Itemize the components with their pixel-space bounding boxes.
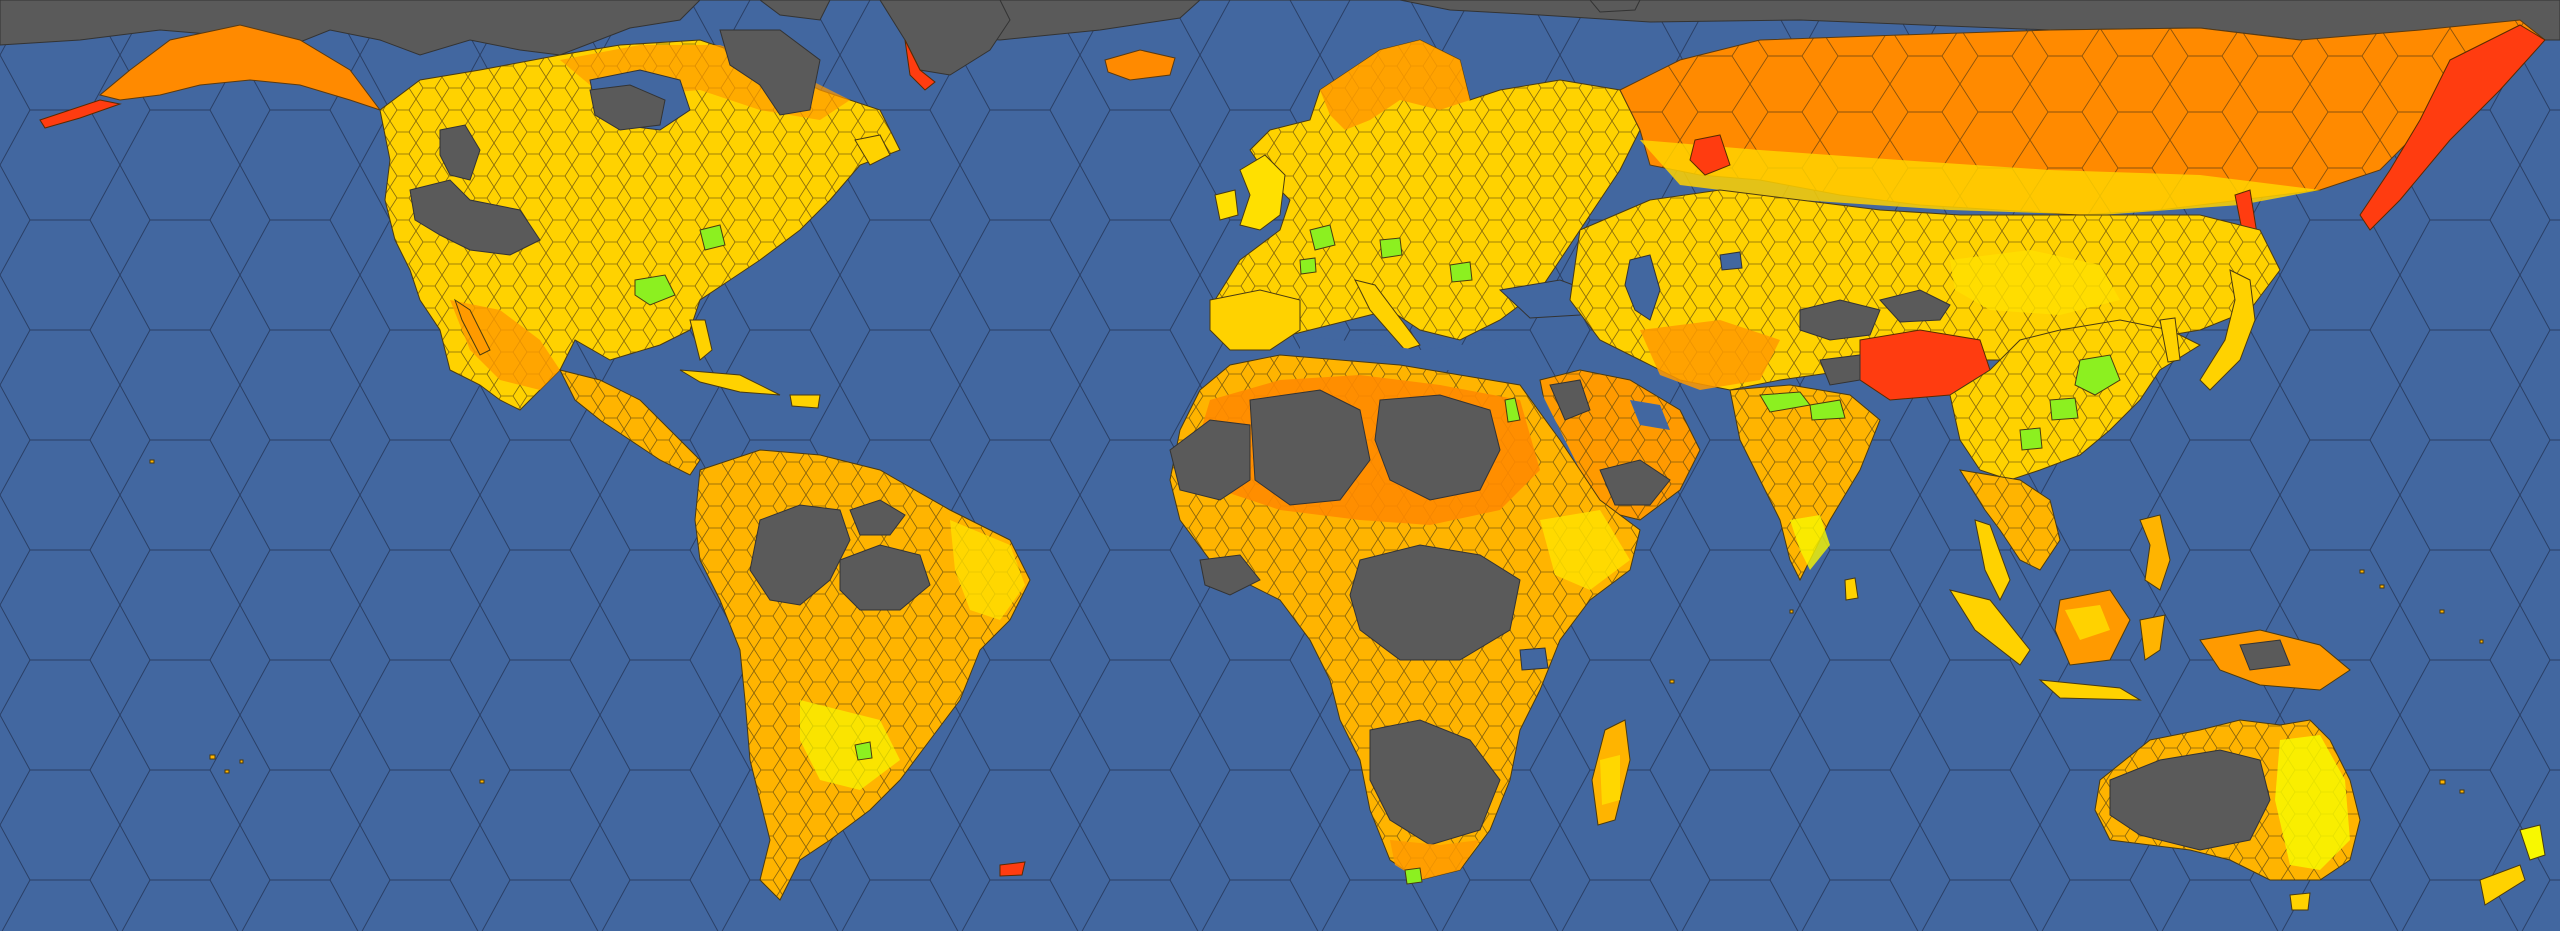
gobi-wasteland [1879, 289, 1951, 323]
uruguay-green [854, 741, 873, 761]
newfoundland [854, 134, 891, 166]
ethiopia-yellow [1540, 510, 1630, 590]
tibet-gray [1819, 354, 1861, 386]
florida [689, 319, 713, 361]
central-america-texture [560, 370, 700, 475]
sumatra [1948, 589, 2031, 666]
cuba [679, 369, 781, 396]
svalbard-islands [1589, 0, 1641, 13]
baffin-wasteland [719, 29, 821, 116]
europe-texture [1210, 40, 1640, 345]
china-green [2019, 354, 2121, 451]
mongolia [1950, 250, 2120, 315]
europe-green-patches [1299, 224, 1473, 283]
iceland[interactable] [1104, 49, 1176, 81]
mexico-orange [450, 300, 560, 390]
japan[interactable] [2199, 269, 2256, 391]
sahara-central-wasteland [1249, 389, 1371, 506]
philippines [2139, 514, 2171, 591]
sahara-west-wasteland [1169, 419, 1251, 501]
kalahari-wasteland [1369, 719, 1501, 846]
borneo-yellow [2065, 605, 2110, 640]
persian-gulf [1630, 400, 1670, 430]
siberia-red [1689, 134, 1731, 176]
british-isles[interactable] [1239, 154, 1286, 231]
us-west-wasteland [409, 179, 541, 256]
sahara-east-wasteland [1374, 394, 1501, 501]
madagascar-yellow [1600, 755, 1620, 805]
alaska[interactable] [98, 24, 382, 111]
scandinavia-orange [1320, 40, 1470, 130]
quebec-wasteland [589, 84, 666, 131]
brazil-east-yellow [950, 520, 1025, 620]
rub-al-khali [1599, 459, 1671, 506]
ireland [1214, 189, 1239, 221]
falklands [999, 861, 1026, 877]
india-texture [1730, 385, 1880, 580]
aral-sea [1719, 251, 1743, 271]
hispaniola [789, 394, 821, 409]
italy [1354, 279, 1421, 351]
cape-green [1404, 867, 1423, 885]
greenland-coast [904, 39, 936, 91]
lake-victoria [1519, 647, 1549, 671]
central-africa-wasteland [1349, 544, 1521, 661]
malay-peninsula [1974, 519, 2011, 602]
canada-west-wasteland [439, 124, 481, 181]
aleutian-islands [39, 99, 122, 129]
persia-orange [1640, 320, 1780, 390]
amazon-wasteland-east [839, 544, 931, 611]
taklamakan-wasteland [1799, 299, 1881, 341]
us-east-green [699, 224, 726, 251]
new-guinea-wasteland [2239, 639, 2291, 671]
arctic-wasteland [0, 0, 2560, 56]
amazon-wasteland-north [849, 499, 906, 536]
amazon-wasteland-west [749, 504, 851, 606]
sulawesi [2139, 614, 2166, 661]
kamchatka[interactable] [2359, 24, 2546, 231]
korea [2159, 317, 2181, 363]
india-yellow [1790, 515, 1830, 570]
australia-outback-wasteland [2109, 749, 2271, 851]
caspian-sea [1624, 254, 1661, 321]
nile-green [1504, 397, 1521, 423]
ganges-green [1759, 391, 1846, 421]
baja-california [454, 298, 491, 356]
us-midwest-green [634, 274, 676, 306]
argentina-yellow [800, 700, 900, 790]
new-zealand-north [2519, 824, 2546, 861]
arabian-desert-north [1549, 379, 1591, 421]
new-zealand-south [2479, 864, 2526, 906]
australia-east-yellow [2275, 735, 2350, 870]
sri-lanka [1844, 577, 1859, 601]
iberia[interactable] [1209, 289, 1301, 351]
tasmania [2289, 892, 2311, 911]
indochina-texture [1960, 470, 2060, 570]
sahel-wasteland [1199, 554, 1261, 596]
russia-yellow-band [1640, 140, 2320, 215]
java [2038, 679, 2142, 701]
pacific-islands [149, 459, 2484, 794]
